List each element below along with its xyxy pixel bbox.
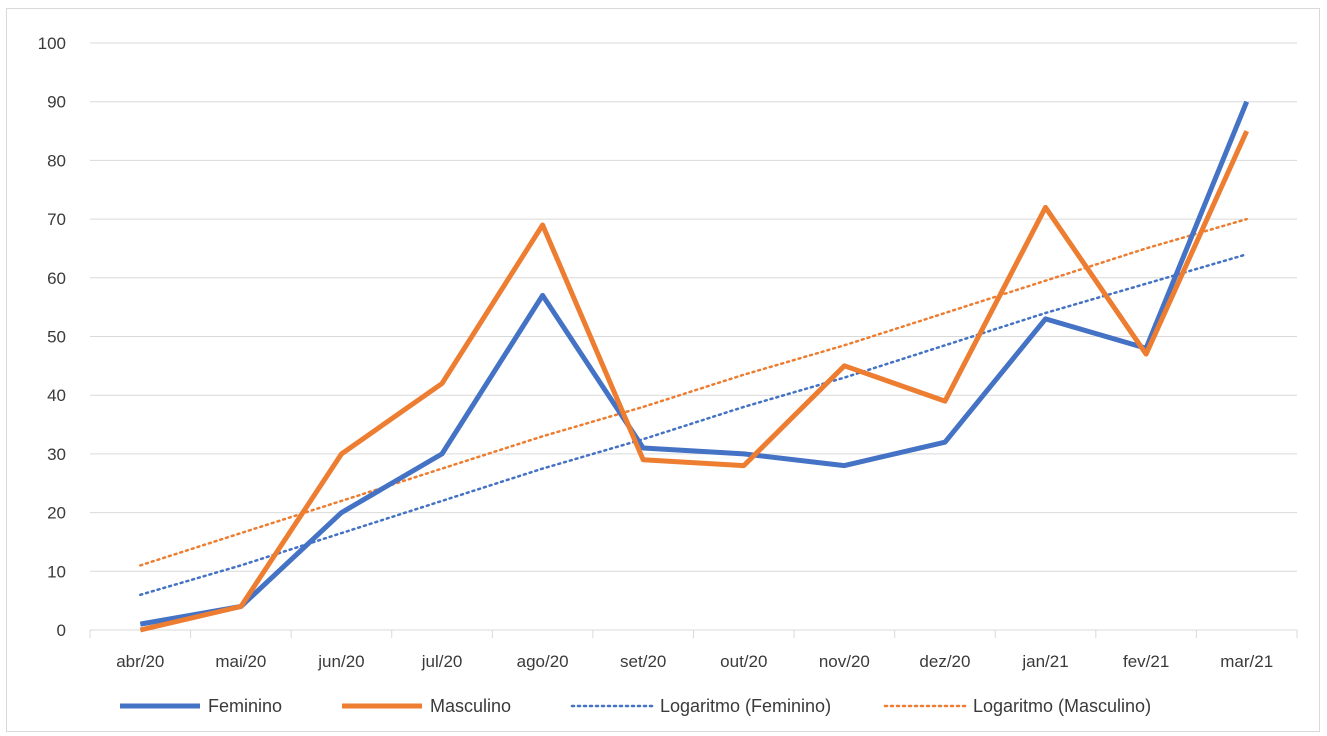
x-axis-ticks: abr/20 mai/20 jun/20 jul/20 ago/20 set/20 out/… bbox=[89, 630, 1298, 671]
y-tick-label: 80 bbox=[47, 151, 66, 170]
legend-label: Masculino bbox=[430, 696, 511, 716]
x-tick-label: jan/21 bbox=[1021, 652, 1068, 671]
x-tick-label: fev/21 bbox=[1123, 652, 1169, 671]
y-tick-label: 40 bbox=[47, 386, 66, 405]
series-line-logaritmo-feminino bbox=[139, 253, 1248, 597]
series-line-feminino bbox=[139, 100, 1250, 627]
legend-label: Feminino bbox=[208, 696, 282, 716]
y-tick-label: 10 bbox=[47, 562, 66, 581]
series-lines bbox=[139, 100, 1250, 633]
y-axis-ticks: 0 10 20 30 40 50 60 70 80 90 100 bbox=[38, 34, 66, 640]
x-tick-label: jun/20 bbox=[317, 652, 364, 671]
x-tick-label: out/20 bbox=[720, 652, 767, 671]
x-tick-label: abr/20 bbox=[116, 652, 164, 671]
series-line-logaritmo-masculino bbox=[139, 217, 1248, 567]
y-tick-label: 70 bbox=[47, 210, 66, 229]
legend: Feminino Masculino Logaritmo (Feminino) Log… bbox=[120, 696, 1151, 716]
x-tick-label: mai/20 bbox=[215, 652, 266, 671]
y-tick-label: 50 bbox=[47, 328, 66, 347]
x-tick-label: mar/21 bbox=[1220, 652, 1273, 671]
x-tick-label: jul/20 bbox=[421, 652, 463, 671]
y-tick-label: 30 bbox=[47, 445, 66, 464]
x-tick-label: dez/20 bbox=[919, 652, 970, 671]
x-tick-label: nov/20 bbox=[819, 652, 870, 671]
y-tick-label: 60 bbox=[47, 269, 66, 288]
gridlines bbox=[90, 42, 1297, 631]
series-line-masculino bbox=[139, 130, 1249, 633]
x-tick-label: set/20 bbox=[620, 652, 666, 671]
y-tick-label: 90 bbox=[47, 93, 66, 112]
x-tick-label: ago/20 bbox=[517, 652, 569, 671]
y-tick-label: 100 bbox=[38, 34, 66, 53]
y-tick-label: 0 bbox=[57, 621, 66, 640]
legend-label: Logaritmo (Masculino) bbox=[973, 696, 1151, 716]
y-tick-label: 20 bbox=[47, 504, 66, 523]
legend-label: Logaritmo (Feminino) bbox=[660, 696, 831, 716]
